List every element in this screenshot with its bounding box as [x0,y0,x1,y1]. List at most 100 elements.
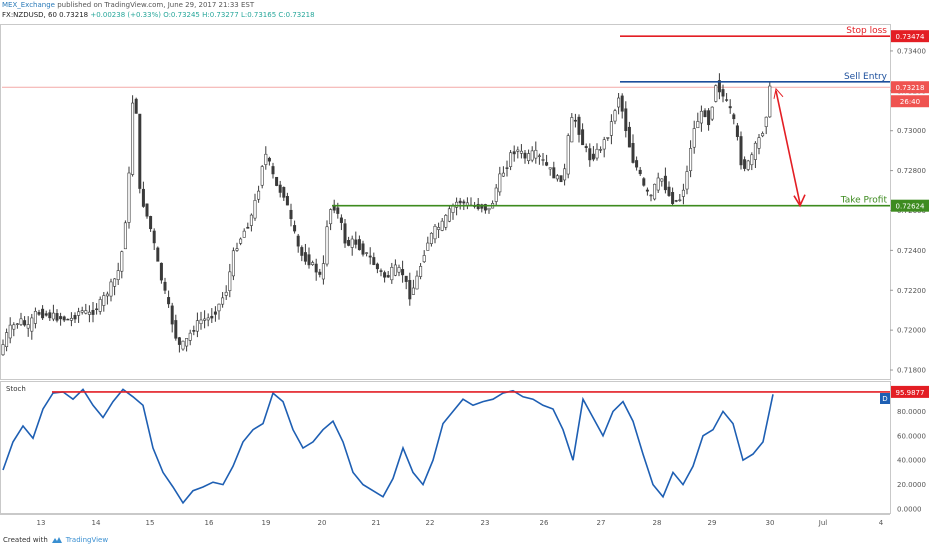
candle-down [401,269,405,276]
candle-up [311,262,315,265]
tradingview-brand[interactable]: TradingView [65,536,109,544]
last-price: 0.73218 [59,11,89,19]
candle-up [541,159,545,161]
candle-up [239,238,243,244]
candle-up [102,295,106,306]
candle-up [595,148,599,159]
candle-up [516,149,520,152]
candle-up [109,281,113,297]
candle-up [537,155,541,157]
candle-up [415,275,419,290]
candle-up [519,150,523,154]
candle-down [372,257,376,265]
candle-down [674,200,678,202]
candle-up [260,166,264,186]
x-tick-label: 28 [653,519,662,527]
candle-down [624,108,628,132]
published-text: published on TradingView.com, June 29, 2… [57,1,255,9]
x-tick-label: 16 [205,519,214,527]
candle-up [699,110,703,124]
candle-up [5,332,9,348]
candle-up [746,160,750,170]
candle-up [199,319,203,324]
candle-down [732,114,736,120]
candle-up [440,220,444,231]
x-tick-label: 20 [318,519,327,527]
candle-down [717,80,721,93]
x-tick-label: 15 [146,519,155,527]
candle-down [577,116,581,135]
stoch-pane [0,381,891,514]
candle-down [523,152,527,159]
candle-down [707,110,711,126]
candle-up [501,172,505,177]
candle-up [437,227,441,230]
candle-down [663,175,667,191]
candle-down [631,143,635,163]
candle-up [224,291,228,296]
candle-down [581,129,585,146]
candle-down [44,313,48,316]
x-tick-label: 4 [879,519,884,527]
candle-down [134,98,138,114]
x-tick-label: 21 [372,519,381,527]
publish-line: MEX_Exchange published on TradingView.co… [2,0,315,10]
candle-down [743,159,747,169]
candle-up [203,318,207,321]
candle-up [656,177,660,191]
candle-down [375,263,379,270]
arrow-tail-mark [773,87,784,99]
publisher-link[interactable]: MEX_Exchange [2,1,55,9]
candle-down [152,230,156,244]
y-tick-label: 0.72000 [897,327,926,335]
candle-up [30,317,34,332]
candle-down [638,169,642,175]
ohlc-open: O:0.73245 [163,11,200,19]
candle-up [98,299,102,312]
candle-down [314,263,318,273]
candle-up [761,133,765,137]
candle-down [285,196,289,206]
candle-up [325,226,329,265]
price-tag [891,199,929,212]
candle-up [235,248,239,251]
stoch-series-label: D [882,395,887,403]
candle-up [609,121,613,136]
stoch-tick-label: 80.0000 [897,408,926,416]
x-tick-label: 19 [262,519,271,527]
candle-down [170,305,174,325]
candle-up [116,270,120,281]
x-tick-label: 14 [92,519,101,527]
candle-down [703,110,707,118]
stoch-tick-label: 40.0000 [897,457,926,465]
candle-up [653,183,657,200]
price-pane [0,24,891,380]
candle-down [559,175,563,183]
candle-down [141,188,145,207]
candle-up [566,135,570,175]
stoch-marker-label: 95.9877 [896,389,925,397]
candle-down [293,225,297,232]
candle-up [426,242,430,251]
candle-up [105,293,109,297]
candle-down [91,309,95,315]
candle-down [23,320,27,326]
sell-arrow-line [775,90,801,204]
candle-up [188,332,192,341]
candle-up [494,187,498,202]
candle-down [728,106,732,109]
candle-up [563,168,567,181]
x-tick-label: 26 [540,519,549,527]
candle-down [408,280,412,300]
x-tick-label: 27 [597,519,606,527]
candle-up [433,225,437,240]
stoch-marker-tag [891,385,929,398]
price-tag [891,81,929,94]
candle-up [365,252,369,254]
candle-down [159,262,163,281]
candle-up [692,128,696,148]
candle-down [149,216,153,230]
candle-up [19,318,23,325]
x-tick-label: Jul [818,519,828,527]
